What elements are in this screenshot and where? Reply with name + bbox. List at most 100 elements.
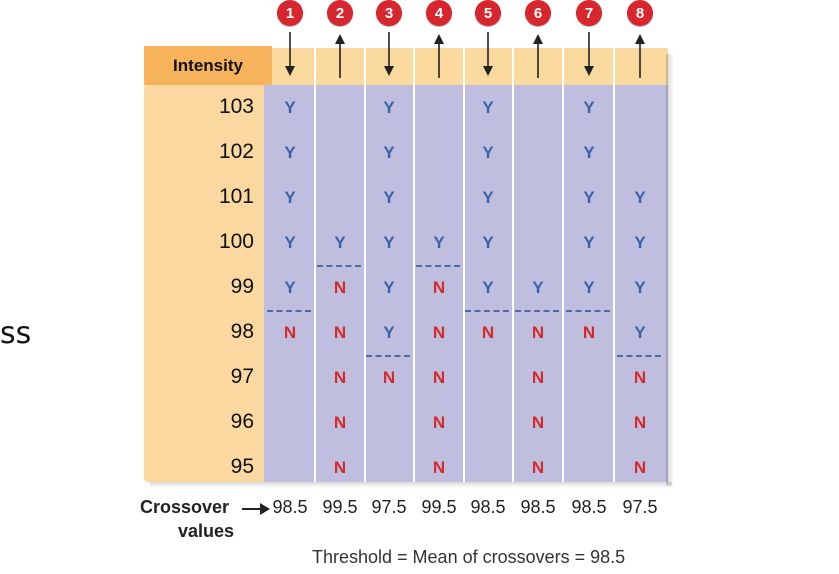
crossover-value: 97.5 (371, 497, 407, 517)
response-cell: N (333, 323, 347, 342)
arrow-up-icon (635, 34, 645, 78)
grid-shadow-bottom (150, 482, 672, 488)
trial-number: 3 (376, 0, 402, 26)
response-cell: Y (634, 278, 646, 297)
response-cell: Y (634, 323, 646, 342)
response-cell: Y (583, 278, 595, 297)
column-separator (562, 48, 564, 482)
response-cell: N (333, 413, 347, 432)
response-cell: N (432, 458, 446, 477)
response-cell: N (432, 368, 446, 387)
response-cell: N (531, 368, 545, 387)
crossover-value: 98.5 (272, 497, 308, 517)
response-cell: N (633, 368, 647, 387)
crossover-dashed-line (267, 310, 311, 312)
intensity-panel (144, 84, 264, 482)
response-grid (264, 85, 668, 482)
crossover-value: 98.5 (470, 497, 506, 517)
response-cell: Y (482, 233, 494, 252)
response-cell: Y (284, 98, 296, 117)
response-cell: Y (284, 233, 296, 252)
intensity-level: 98 (230, 320, 254, 343)
intensity-level: 99 (230, 275, 254, 298)
column-separator (413, 48, 415, 482)
response-cell: Y (284, 143, 296, 162)
response-cell: N (481, 323, 495, 342)
crossover-value: 97.5 (622, 497, 658, 517)
crossover-value: 99.5 (421, 497, 457, 517)
response-cell: N (432, 278, 446, 297)
response-cell: Y (634, 233, 646, 252)
column-separator (512, 48, 514, 482)
response-cell: N (333, 368, 347, 387)
trial-number: 4 (426, 0, 452, 26)
crossover-dashed-line (617, 355, 661, 357)
response-cell: Y (482, 143, 494, 162)
response-cell: Y (383, 323, 395, 342)
response-cell: Y (583, 143, 595, 162)
response-cell: Y (433, 233, 445, 252)
column-separator (613, 48, 615, 482)
arrow-down-icon (584, 32, 594, 76)
response-cell: N (333, 458, 347, 477)
response-cell: Y (583, 188, 595, 207)
response-cell: N (283, 323, 297, 342)
crossover-dashed-line (515, 310, 559, 312)
response-cell: Y (383, 143, 395, 162)
crossover-dashed-line (465, 310, 509, 312)
trial-number: 2 (327, 0, 353, 26)
column-separator (463, 48, 465, 482)
arrow-down-icon (483, 32, 493, 76)
intensity-level: 102 (218, 140, 254, 163)
trial-number: 5 (475, 0, 501, 26)
crossover-dashed-line (366, 355, 410, 357)
crossover-dashed-line (566, 310, 610, 312)
cut-off-text: ss (0, 316, 32, 351)
column-separator (364, 48, 366, 482)
crossover-arrow-icon (242, 503, 270, 515)
arrow-down-icon (384, 32, 394, 76)
arrow-down-icon (285, 32, 295, 76)
response-cell: N (633, 413, 647, 432)
intensity-level: 96 (230, 410, 254, 433)
response-cell: N (432, 323, 446, 342)
response-cell: Y (284, 278, 296, 297)
arrow-up-icon (533, 34, 543, 78)
response-cell: N (432, 413, 446, 432)
response-cell: Y (634, 188, 646, 207)
response-cell: Y (383, 278, 395, 297)
trial-number: 8 (627, 0, 653, 26)
trial-number: 6 (525, 0, 551, 26)
arrow-up-icon (434, 34, 444, 78)
trial-number: 7 (576, 0, 602, 26)
response-cell: N (531, 323, 545, 342)
response-cell: Y (383, 188, 395, 207)
response-cell: N (582, 323, 596, 342)
response-cell: N (633, 458, 647, 477)
grid-shadow-right (666, 54, 674, 486)
response-cell: N (382, 368, 396, 387)
response-cell: Y (383, 233, 395, 252)
response-cell: Y (482, 188, 494, 207)
crossover-dashed-line (317, 265, 361, 267)
response-cell: N (531, 413, 545, 432)
intensity-level: 101 (218, 185, 254, 208)
trial-number: 1 (277, 0, 303, 26)
response-cell: Y (583, 98, 595, 117)
response-cell: Y (334, 233, 346, 252)
intensity-header: Intensity (144, 46, 272, 85)
response-cell: N (333, 278, 347, 297)
arrow-strip (264, 48, 668, 85)
intensity-level: 100 (218, 230, 254, 253)
crossover-values-label: values (178, 521, 235, 541)
response-cell: Y (482, 98, 494, 117)
crossover-value: 98.5 (520, 497, 556, 517)
response-cell: Y (482, 278, 494, 297)
response-cell: N (531, 458, 545, 477)
intensity-level: 97 (230, 365, 254, 388)
column-separator (314, 48, 316, 482)
intensity-level: 95 (230, 455, 254, 478)
response-cell: Y (583, 233, 595, 252)
crossover-label: Crossover (140, 497, 230, 517)
